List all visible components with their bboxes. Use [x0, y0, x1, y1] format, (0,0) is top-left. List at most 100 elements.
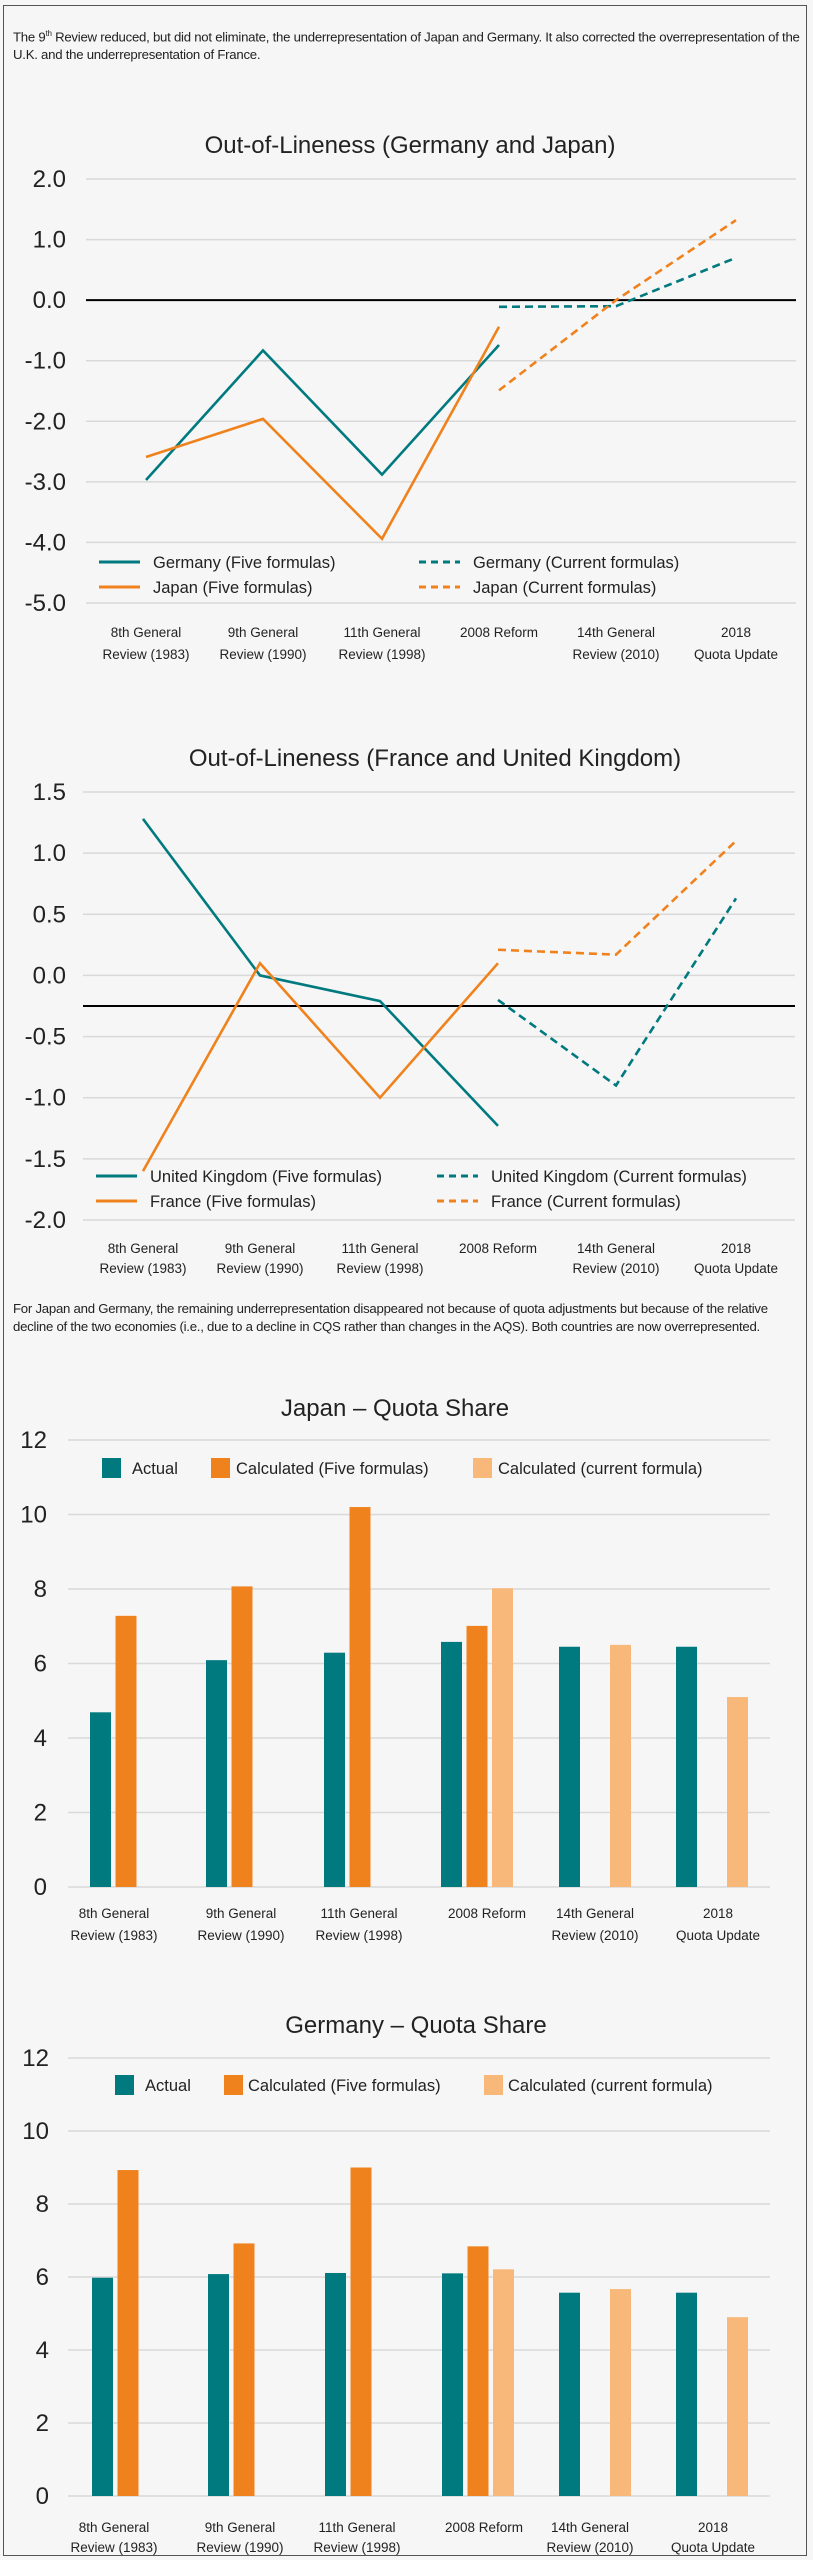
x-tick-label: 9th General — [206, 1906, 277, 1921]
y-tick-label: -4.0 — [25, 529, 66, 556]
bar-actual — [676, 1646, 697, 1887]
y-tick-label: -5.0 — [25, 590, 66, 617]
series-line-france-five-formulas- — [141, 960, 499, 1172]
legend-label: Germany (Five formulas) — [153, 554, 335, 572]
y-tick-label: -2.0 — [25, 408, 66, 435]
x-tick-label: Review (1998) — [315, 1928, 402, 1943]
y-tick-label: 2 — [36, 2410, 49, 2437]
y-tick-label: 0.5 — [33, 901, 66, 928]
y-tick-label: 1.0 — [33, 840, 66, 867]
bar-actual — [559, 2292, 580, 2496]
bar-actual — [559, 1646, 580, 1887]
x-tick-label: 8th General — [79, 1906, 150, 1921]
legend-swatch — [211, 1458, 230, 1478]
bar-actual — [325, 2272, 346, 2496]
chart-4: Germany – Quota Share 12 10 8 6 4 2 0 8th Genera… — [22, 2012, 770, 2555]
y-tick-label: 12 — [22, 2045, 49, 2072]
x-tick-label: 14th General — [551, 2520, 629, 2535]
chart-title: Out-of-Lineness (Germany and Japan) — [205, 132, 616, 159]
bar-calculated-current-formula- — [727, 1697, 748, 1887]
x-tick-label: 2008 Reform — [460, 625, 538, 640]
bar-actual — [206, 1660, 227, 1887]
chart-3: Japan – Quota Share 12 10 8 6 4 2 0 8th General R… — [20, 1395, 770, 1943]
x-tick-label: Quota Update — [676, 1928, 760, 1943]
x-tick-label: 8th General — [108, 1241, 179, 1256]
x-tick-label: 14th General — [577, 1241, 655, 1256]
para1-text-end: Review reduced, but did not eliminate, t… — [13, 29, 800, 63]
y-tick-label: 6 — [34, 1651, 47, 1678]
series-line-france-current-formulas- — [497, 839, 737, 956]
y-tick-label: 12 — [20, 1427, 47, 1454]
legend-label: Actual — [145, 2077, 191, 2095]
x-tick-label: Review (1983) — [102, 647, 189, 662]
x-tick-label: 14th General — [577, 625, 655, 640]
y-tick-label: 10 — [20, 1502, 47, 1529]
bar-actual — [324, 1652, 345, 1887]
page-frame — [3, 5, 807, 2556]
x-tick-label: Review (2010) — [572, 1261, 659, 1276]
x-tick-label: 2008 Reform — [448, 1906, 526, 1921]
x-tick-label: 8th General — [111, 625, 182, 640]
bar-calculated-five-formulas- — [349, 1507, 371, 1887]
legend-label: Calculated (current formula) — [498, 1460, 703, 1478]
bar-actual — [90, 1712, 111, 1887]
y-tick-label: 6 — [36, 2264, 49, 2291]
y-tick-label: 0 — [36, 2483, 49, 2510]
bar-calculated-five-formulas- — [350, 2167, 372, 2496]
x-tick-label: Review (1983) — [70, 2540, 157, 2555]
legend-label: France (Current formulas) — [491, 1193, 681, 1211]
y-tick-label: 10 — [22, 2118, 49, 2145]
y-tick-label: 4 — [36, 2337, 49, 2364]
second-paragraph: For Japan and Germany, the remaining und… — [13, 1301, 768, 1334]
bar-calculated-current-formula- — [610, 1644, 631, 1887]
y-tick-label: -1.0 — [25, 1085, 66, 1112]
legend-swatch — [102, 1458, 121, 1478]
x-tick-label: Review (1998) — [338, 647, 425, 662]
series-line-japan-five-formulas- — [145, 326, 501, 541]
intro-paragraph: The 9th Review reduced, but did not elim… — [13, 25, 803, 64]
x-tick-label: 9th General — [205, 2520, 276, 2535]
legend-label: Japan (Five formulas) — [153, 579, 313, 597]
bar-actual — [442, 2273, 463, 2496]
para1-superscript: th — [45, 29, 52, 38]
legend-swatch — [484, 2075, 503, 2095]
x-tick-label: Quota Update — [694, 647, 778, 662]
y-tick-label: 0.0 — [33, 962, 66, 989]
legend-label: Calculated (Five formulas) — [248, 2077, 441, 2095]
y-tick-label: 0.0 — [33, 287, 66, 314]
bar-calculated-current-formula- — [727, 2317, 748, 2496]
x-tick-label: 8th General — [79, 2520, 150, 2535]
x-tick-label: 11th General — [320, 1906, 397, 1921]
bar-calculated-five-formulas- — [231, 1586, 253, 1887]
x-tick-label: 2018 — [721, 625, 751, 640]
y-tick-label: 2 — [34, 1800, 47, 1827]
x-tick-label: 11th General — [318, 2520, 395, 2535]
x-tick-label: 2018 — [721, 1241, 751, 1256]
y-tick-label: -0.5 — [25, 1024, 66, 1051]
legend-label: France (Five formulas) — [150, 1193, 316, 1211]
legend-label: Calculated (Five formulas) — [236, 1460, 429, 1478]
chart-title: Germany – Quota Share — [285, 2012, 546, 2039]
x-tick-label: Quota Update — [694, 1261, 778, 1276]
y-tick-label: -1.5 — [25, 1146, 66, 1173]
legend-swatch — [473, 1458, 492, 1478]
series-line-united-kingdom-current-formulas- — [497, 897, 738, 1088]
x-tick-label: 2018 — [703, 1906, 733, 1921]
y-tick-label: -3.0 — [25, 469, 66, 496]
y-tick-label: -2.0 — [25, 1207, 66, 1234]
bar-calculated-five-formulas- — [467, 2246, 489, 2496]
x-tick-label: Review (1998) — [313, 2540, 400, 2555]
y-tick-label: 2.0 — [33, 166, 66, 193]
bar-calculated-five-formulas- — [233, 2243, 255, 2496]
x-tick-label: 2008 Reform — [445, 2520, 523, 2535]
legend-label: Germany (Current formulas) — [473, 554, 679, 572]
y-tick-label: 8 — [36, 2191, 49, 2218]
legend-swatch — [224, 2075, 243, 2095]
x-tick-label: 2018 — [698, 2520, 728, 2535]
bar-actual — [676, 2292, 697, 2496]
series-line-united-kingdom-five-formulas- — [141, 818, 499, 1127]
y-tick-label: -1.0 — [25, 348, 66, 375]
bar-calculated-current-formula- — [610, 2289, 631, 2496]
legend-label: United Kingdom (Current formulas) — [491, 1168, 747, 1186]
